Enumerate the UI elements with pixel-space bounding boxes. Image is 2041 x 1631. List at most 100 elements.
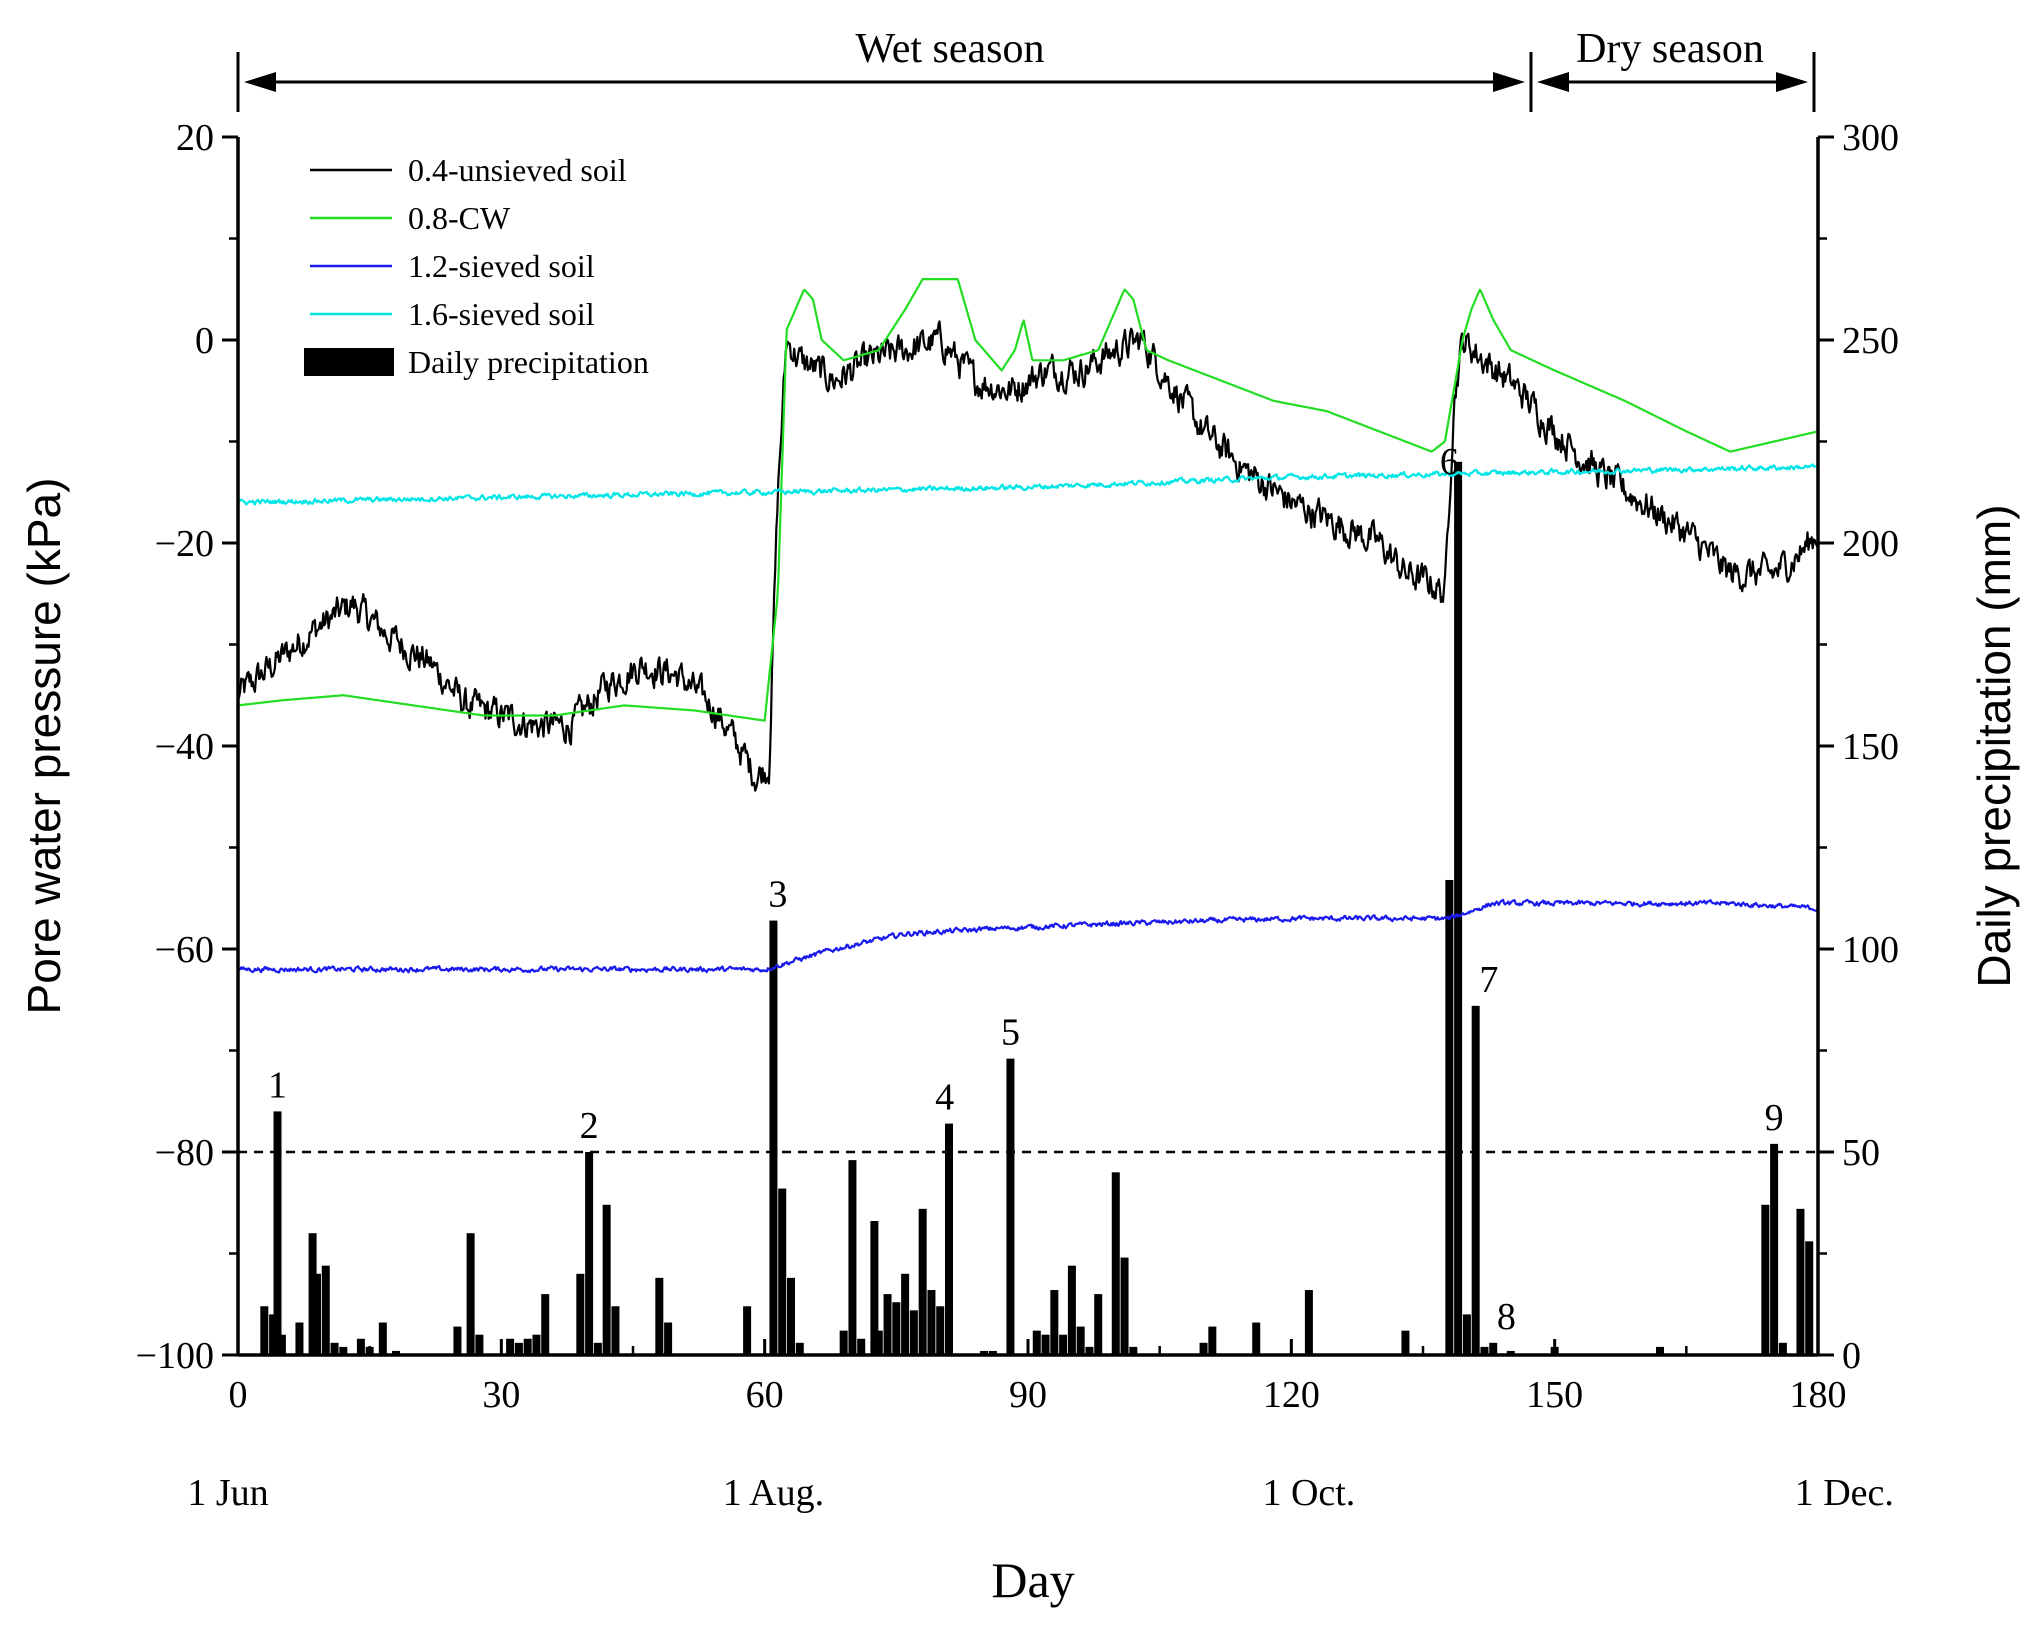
precip-bar [1401, 1330, 1410, 1355]
precip-bar [602, 1204, 611, 1355]
y-left-tick-label: −60 [155, 929, 214, 971]
precip-bar [392, 1350, 400, 1355]
precip-bar [1199, 1342, 1208, 1355]
dry-season-arrow-right-head [1776, 72, 1808, 92]
precip-bar [1761, 1204, 1770, 1355]
precip-bar [1129, 1346, 1138, 1355]
precip-bar [1006, 1058, 1015, 1355]
precip-bar [466, 1233, 475, 1355]
precip-bar [848, 1160, 857, 1355]
precip-bar [883, 1294, 892, 1355]
y-right-tick-label: 150 [1842, 726, 1899, 768]
precip-bar [308, 1233, 317, 1355]
precip-bar [1462, 1314, 1471, 1355]
y-right-tick-label: 250 [1842, 320, 1899, 362]
precip-bar [1085, 1346, 1094, 1355]
precip-bar [857, 1338, 866, 1355]
y-right-tick-label: 100 [1842, 929, 1899, 971]
precip-bar [1076, 1326, 1085, 1355]
series-line-1-2-sieved-soil [237, 898, 1819, 974]
precip-bar [787, 1277, 795, 1355]
y-axis-right-title: Daily precipitation (mm) [1968, 504, 2020, 987]
event-annotation-1: 1 [268, 1064, 287, 1106]
precip-bar [1111, 1172, 1120, 1355]
precip-bar [743, 1306, 752, 1355]
precip-bar [378, 1322, 387, 1355]
date-label-1-jun: 1 Jun [187, 1472, 268, 1514]
y-right-tick-label: 300 [1842, 117, 1899, 159]
event-annotation-5: 5 [1001, 1012, 1020, 1054]
precip-bar [839, 1330, 848, 1355]
precip-bar [1041, 1334, 1050, 1355]
precip-bar [532, 1334, 541, 1355]
precip-bar [1778, 1342, 1787, 1355]
precip-bar [356, 1338, 365, 1355]
precip-bar [1050, 1290, 1059, 1355]
precip-bar [1059, 1334, 1068, 1355]
event-annotation-8: 8 [1497, 1296, 1516, 1338]
y-left-tick-label: −20 [155, 523, 214, 565]
precip-bar [778, 1188, 787, 1355]
precip-bar [453, 1326, 462, 1355]
dry-season-arrow-left-head [1537, 72, 1569, 92]
x-tick-label: 180 [1790, 1374, 1847, 1416]
legend-label-0-4-unsieved-soil: 0.4-unsieved soil [408, 152, 627, 188]
y-right-tick-label: 200 [1842, 523, 1899, 565]
precip-bar [269, 1314, 278, 1355]
y-axis-left-title: Pore water pressure (kPa) [18, 478, 70, 1015]
y-right-tick-label: 50 [1842, 1132, 1880, 1174]
y-left-tick-label: 0 [195, 320, 214, 362]
precip-bar [295, 1322, 304, 1355]
y-left-tick-label: −40 [155, 726, 214, 768]
precip-bar [506, 1338, 515, 1355]
season-indicator: Wet season Dry season [236, 26, 1816, 112]
wet-season-arrow-right-head [1493, 72, 1525, 92]
precip-bar [1445, 879, 1454, 1355]
y-left-tick-label: −100 [136, 1335, 214, 1377]
x-tick-label: 60 [746, 1374, 784, 1416]
precip-bar [936, 1306, 945, 1355]
x-tick-label: 30 [482, 1374, 520, 1416]
precip-bar [593, 1342, 602, 1355]
precip-bar [1304, 1290, 1313, 1355]
event-annotations: 1 2 3 4 5 6 7 8 9 [268, 441, 1784, 1338]
precip-bar [1454, 461, 1463, 1355]
precip-bar [523, 1338, 532, 1355]
date-label-1-oct: 1 Oct. [1262, 1472, 1355, 1514]
precipitation-bars [260, 461, 1814, 1355]
precip-bar [901, 1273, 910, 1355]
x-tick-label: 120 [1263, 1374, 1320, 1416]
wet-season-arrow-left-head [244, 72, 276, 92]
precip-bar [339, 1346, 348, 1355]
event-annotation-7: 7 [1479, 959, 1498, 1001]
precip-bar [769, 920, 778, 1355]
legend-label-1-2-sieved-soil: 1.2-sieved soil [408, 248, 595, 284]
precip-bar [1120, 1257, 1129, 1355]
precip-bar [475, 1334, 484, 1355]
legend-label-1-6-sieved-soil: 1.6-sieved soil [408, 296, 595, 332]
legend: 0.4-unsieved soil 0.8-CW 1.2-sieved soil 1.… [304, 152, 649, 380]
event-annotation-6: 6 [1440, 441, 1459, 483]
legend-label-daily-precipitation: Daily precipitation [408, 344, 649, 380]
pressure-series [236, 278, 1819, 974]
precip-bar [1770, 1143, 1779, 1355]
precip-bar [1489, 1342, 1498, 1355]
series-line-0-4-unsieved-soil [236, 320, 1819, 792]
precip-bar [277, 1334, 286, 1355]
precip-bar [655, 1277, 664, 1355]
event-annotation-9: 9 [1765, 1097, 1784, 1139]
legend-label-0-8-cw: 0.8-CW [408, 200, 511, 236]
precip-bar [1067, 1265, 1076, 1355]
precip-bar [585, 1152, 594, 1355]
precip-bar [988, 1350, 997, 1355]
series-line-0-8-cw [237, 278, 1819, 722]
y-right-tick-label: 0 [1842, 1335, 1861, 1377]
date-label-1-dec: 1 Dec. [1795, 1472, 1894, 1514]
precip-bar [1471, 1005, 1480, 1355]
precip-bar [541, 1294, 550, 1355]
x-axis-title: Day [991, 1552, 1074, 1608]
precip-bar [1506, 1350, 1515, 1355]
precip-bar [611, 1306, 620, 1355]
